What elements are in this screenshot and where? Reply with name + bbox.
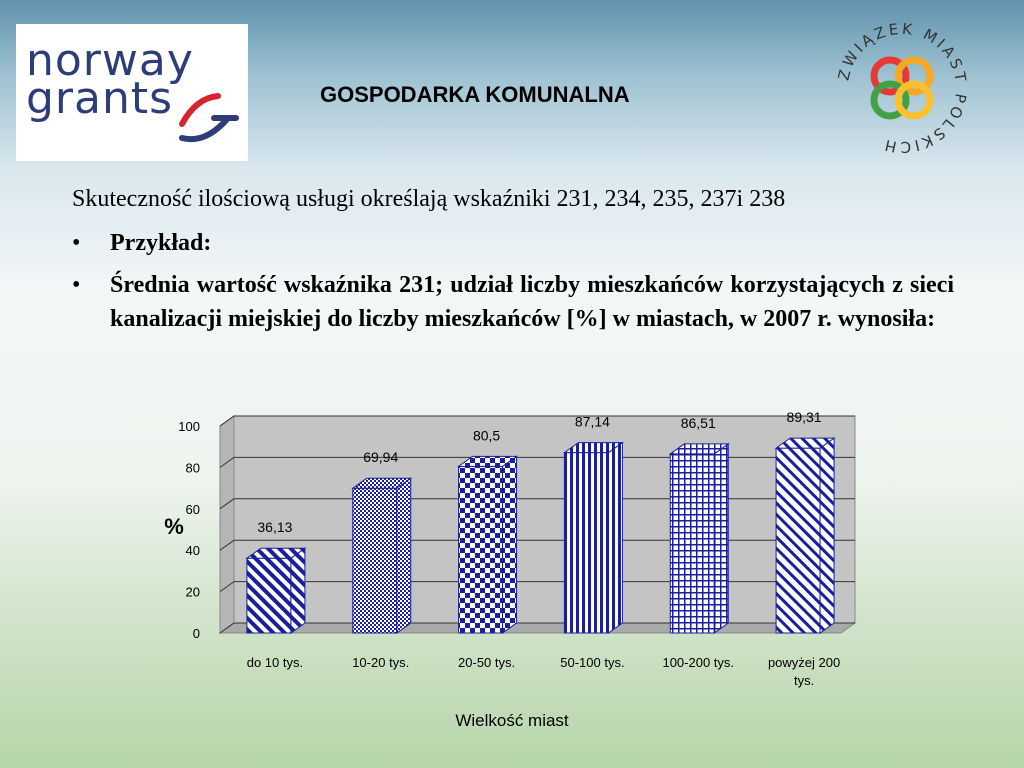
bar-top xyxy=(668,443,730,455)
bar-side xyxy=(819,437,835,634)
logo-line-1: norway xyxy=(26,35,194,86)
bar-top xyxy=(774,437,836,449)
bar-front xyxy=(458,465,504,634)
norway-grants-logo: norway grants xyxy=(16,24,248,161)
gridline xyxy=(219,456,855,468)
logo-rings-icon xyxy=(870,56,934,120)
gridlines xyxy=(219,415,855,634)
bar-front xyxy=(246,557,292,634)
data-label: 87,14 xyxy=(575,414,610,430)
y-axis-ticks: 0 20 40 60 80 100 xyxy=(178,419,200,641)
plot-floor xyxy=(218,622,857,634)
data-label: 80,5 xyxy=(473,427,500,443)
bar xyxy=(245,547,307,634)
y-tick-label: 20 xyxy=(186,585,200,600)
bar-front xyxy=(669,453,715,634)
intro-text: Skuteczność ilościową usługi określają w… xyxy=(72,186,786,212)
x-tick-label: 50-100 tys. xyxy=(560,655,624,670)
bar xyxy=(774,437,836,634)
bar xyxy=(457,455,519,634)
data-label: 69,94 xyxy=(363,449,398,465)
zwiazek-miast-polskich-logo: ZWIĄZEK MIAST POLSKICH xyxy=(834,20,967,157)
gridline xyxy=(219,539,855,551)
y-tick-label: 40 xyxy=(186,543,200,558)
x-tick-label: 10-20 tys. xyxy=(352,655,409,670)
x-tick-label: 100-200 tys. xyxy=(662,655,734,670)
bar-front xyxy=(352,487,398,634)
bar-side xyxy=(502,455,518,634)
plot-back-wall xyxy=(233,415,856,624)
bar-side xyxy=(713,442,729,634)
bar xyxy=(668,442,730,634)
x-tick-label: 20-50 tys. xyxy=(458,655,515,670)
plot-side-wall xyxy=(219,415,235,634)
y-tick-label: 100 xyxy=(178,419,200,434)
norway-grants-wordmark: norway grants xyxy=(26,35,194,124)
gridline xyxy=(219,498,855,510)
bar-top xyxy=(562,442,624,454)
data-labels: 36,13 69,94 80,5 87,14 86,51 89,31 xyxy=(257,409,821,535)
bullet-dot-icon: • xyxy=(72,272,81,298)
bar-chart: 0 20 40 60 80 100 do 10 tys. 10-20 tys. 20-50 t… xyxy=(164,409,857,730)
x-axis-ticks: do 10 tys. 10-20 tys. 20-50 tys. 50-100 tys… xyxy=(247,655,840,688)
bullet-dot-icon: • xyxy=(72,230,81,256)
x-axis-label: Wielkość miast xyxy=(455,711,569,730)
logo-line-2: grants xyxy=(26,73,174,124)
bullet-indicator-text: Średnia wartość wskaźnika 231; udział li… xyxy=(110,272,954,332)
bullet-example-text: Przykład: xyxy=(110,230,212,256)
bar-top xyxy=(351,477,413,489)
y-tick-label: 80 xyxy=(186,460,200,475)
gridline xyxy=(219,581,855,593)
gridline xyxy=(219,415,855,427)
bar-top xyxy=(245,547,307,559)
bar-side xyxy=(290,547,306,634)
bar xyxy=(351,477,413,634)
bar-side xyxy=(607,441,623,634)
gridline xyxy=(219,622,855,634)
bullet-indicator: • Średnia wartość wskaźnika 231; udział … xyxy=(72,268,954,336)
bars xyxy=(245,437,836,634)
data-label: 86,51 xyxy=(681,415,716,431)
bullet-example: • Przykład: xyxy=(72,226,954,260)
y-tick-label: 0 xyxy=(193,626,200,641)
bar-front xyxy=(775,447,821,634)
page-title: GOSPODARKA KOMUNALNA xyxy=(320,82,630,107)
data-label: 89,31 xyxy=(787,409,822,425)
y-tick-label: 60 xyxy=(186,502,200,517)
norway-grants-emblem-icon xyxy=(179,93,239,142)
bar-side xyxy=(396,477,412,634)
x-tick-label: tys. xyxy=(794,673,814,688)
bar-front xyxy=(563,452,609,634)
data-label: 36,13 xyxy=(257,519,292,535)
x-tick-label: powyżej 200 xyxy=(768,655,840,670)
y-axis-label: % xyxy=(164,514,184,539)
bar-top xyxy=(457,455,519,467)
plot-area xyxy=(218,415,857,634)
x-tick-label: do 10 tys. xyxy=(247,655,303,670)
bar xyxy=(562,441,624,634)
